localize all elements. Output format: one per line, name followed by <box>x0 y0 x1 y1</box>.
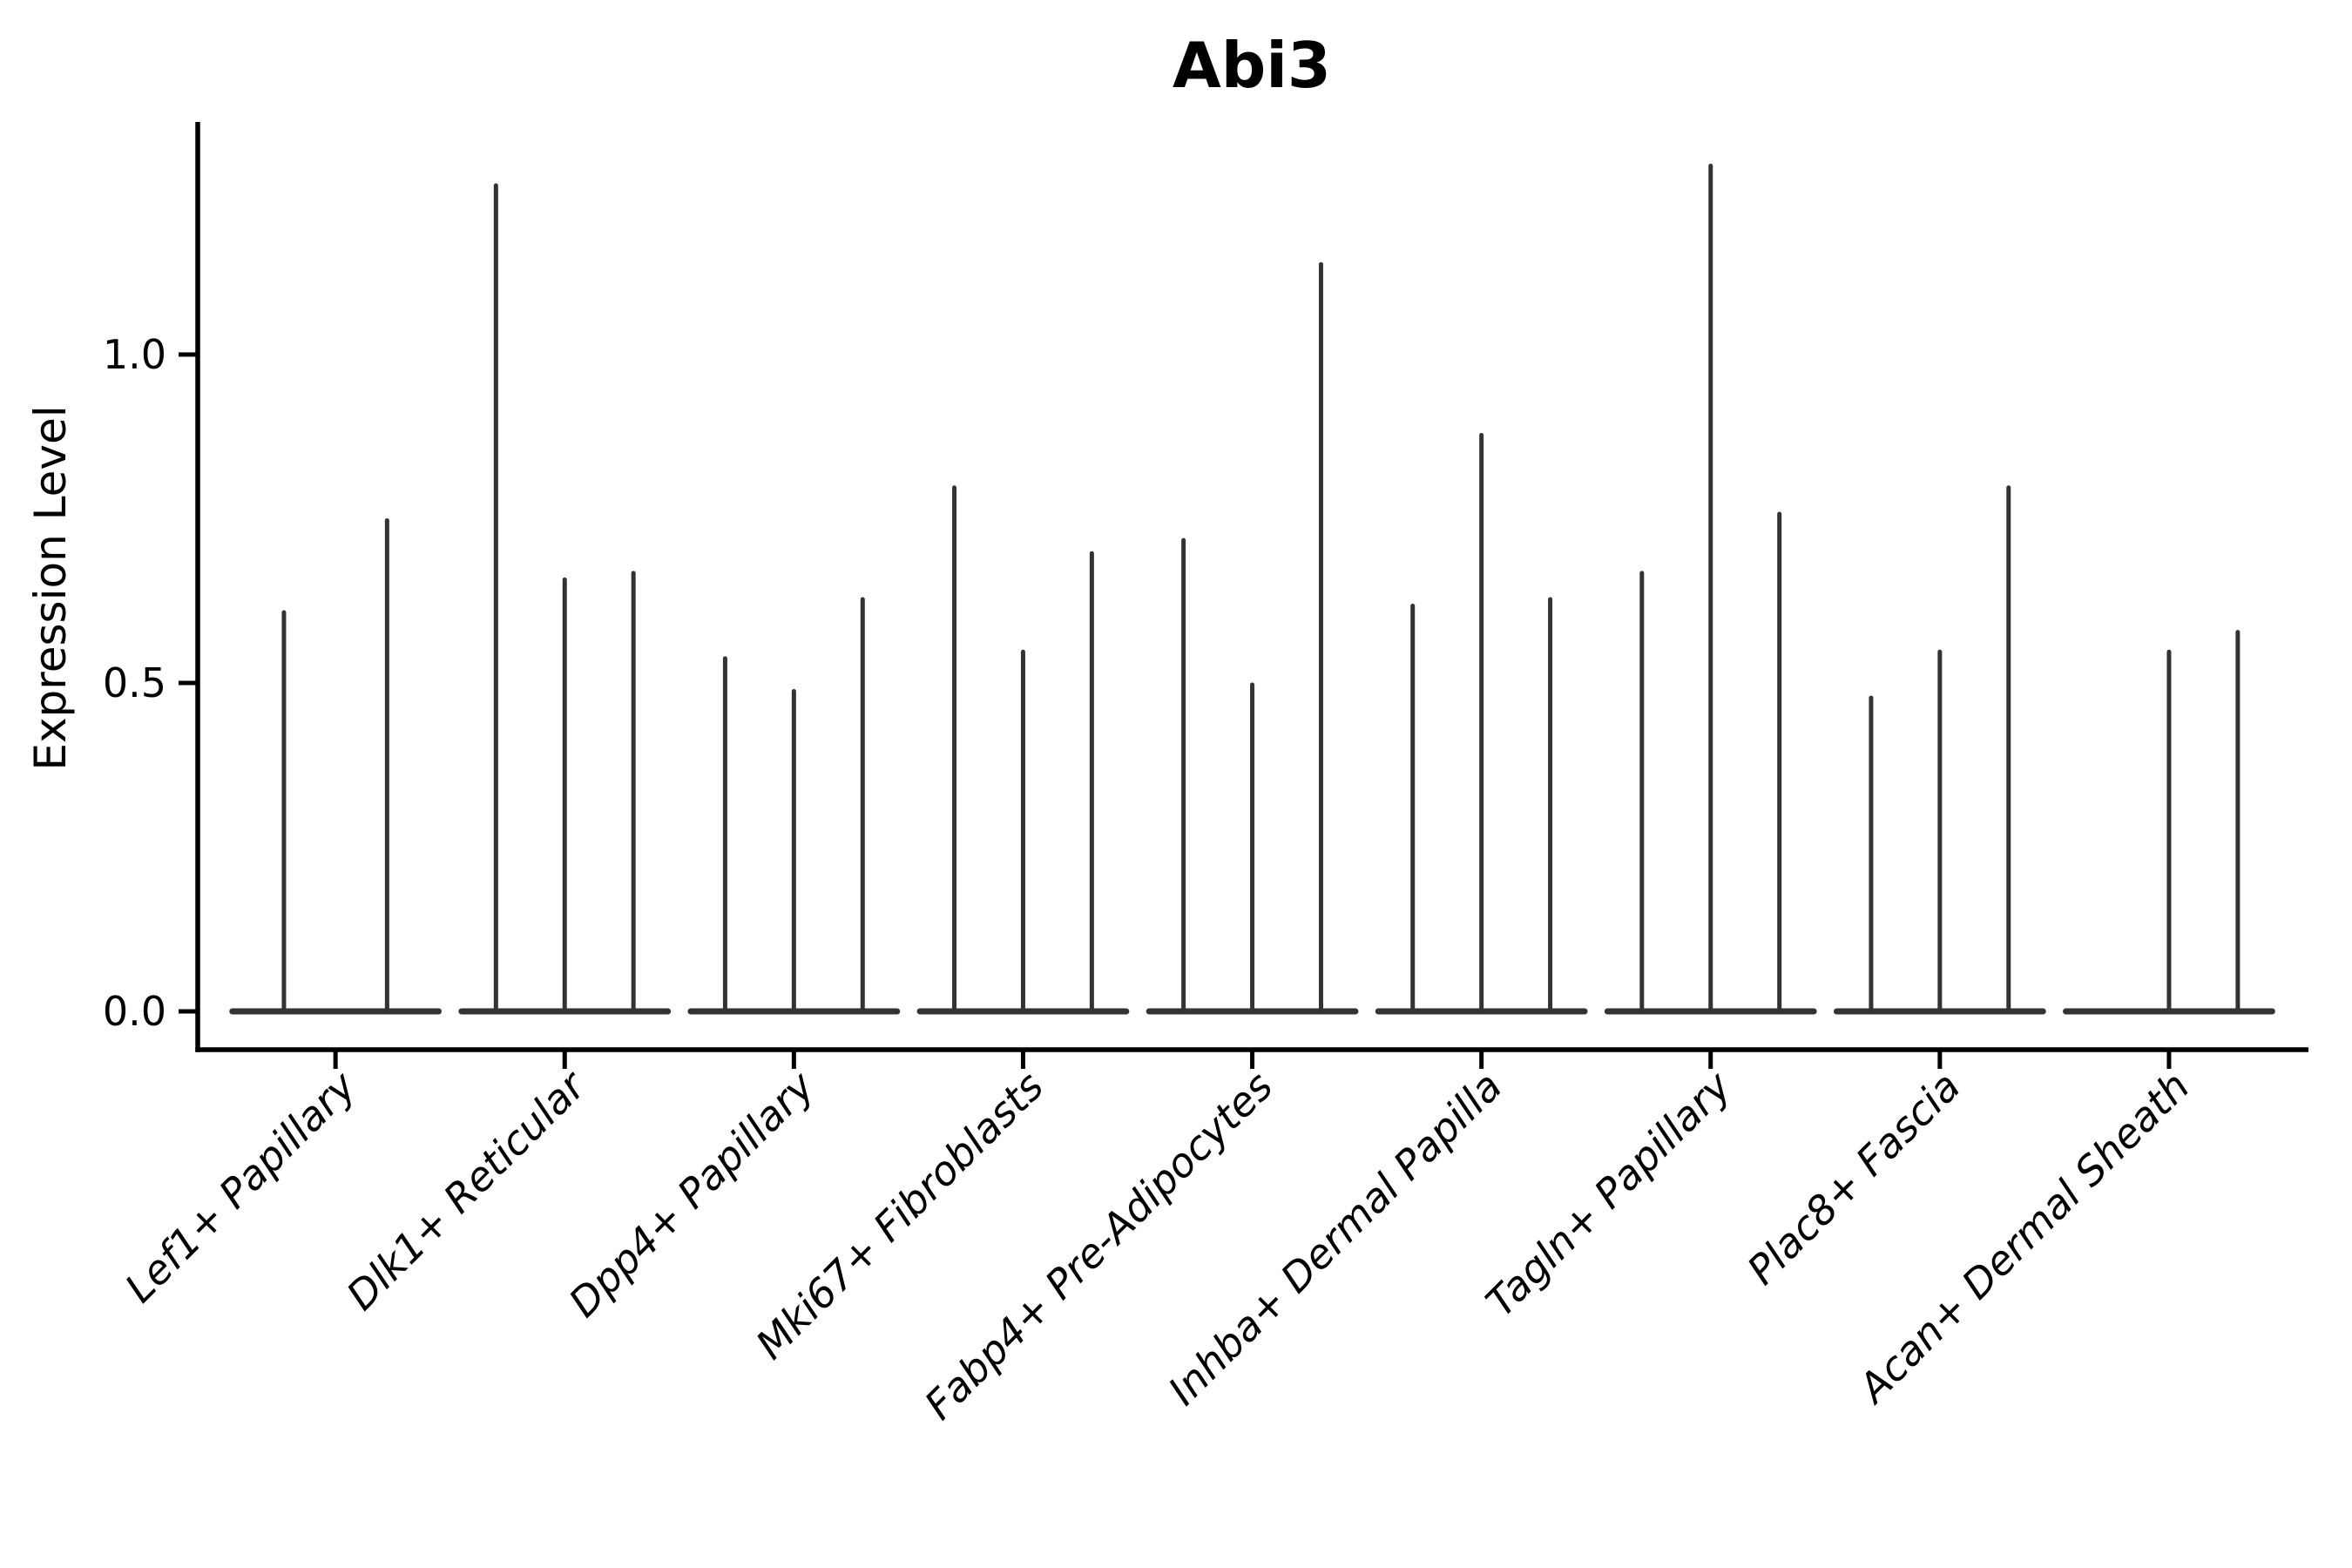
chart-title: Abi3 <box>1173 29 1331 102</box>
y-tick-label: 0.5 <box>103 659 166 706</box>
x-tick-label: Dlk1+ Reticular <box>337 1060 596 1319</box>
violins-layer <box>229 163 2275 1015</box>
x-tick-label: Dpp4+ Papillary <box>559 1062 823 1326</box>
y-tick-label: 0.0 <box>103 988 166 1035</box>
y-axis-label: Expression Level <box>25 405 76 770</box>
x-tick-label: Tagln+ Papillary <box>1477 1062 1740 1326</box>
y-tick-label: 1.0 <box>103 331 166 378</box>
x-tick-label: Plac8+ Fascia <box>1738 1063 1969 1294</box>
x-tick-label: Lef1+ Papillary <box>116 1062 365 1311</box>
axes-layer <box>179 122 2308 1069</box>
